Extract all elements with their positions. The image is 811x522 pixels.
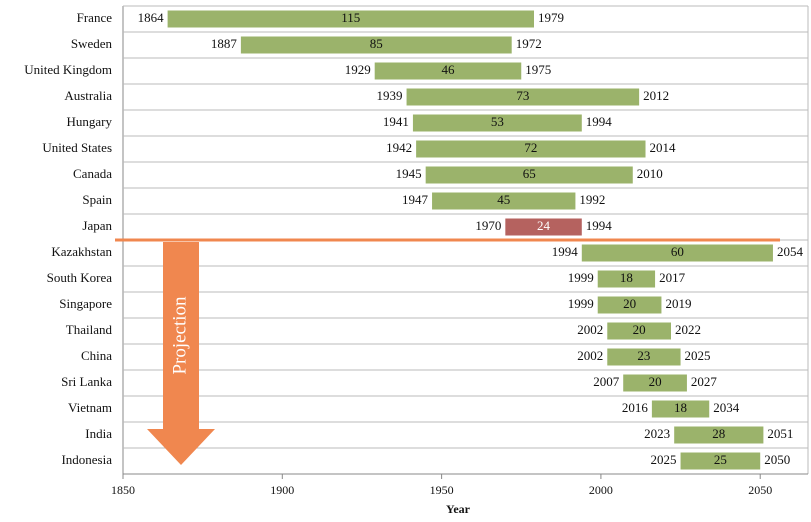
start-label: 2016 xyxy=(622,400,649,415)
bar xyxy=(416,140,646,158)
end-label: 1994 xyxy=(586,114,613,129)
y-tick-label: United States xyxy=(42,140,112,155)
bar xyxy=(406,88,640,106)
bar xyxy=(607,348,681,366)
bar xyxy=(425,166,633,184)
end-label: 2010 xyxy=(637,166,663,181)
x-tick-label: 2050 xyxy=(748,483,772,497)
duration-label: 60 xyxy=(671,244,684,259)
y-tick-label: Japan xyxy=(82,218,112,233)
end-label: 2027 xyxy=(691,374,718,389)
y-tick-label: United Kingdom xyxy=(24,62,112,77)
start-label: 1994 xyxy=(552,244,579,259)
start-label: 1947 xyxy=(402,192,429,207)
duration-label: 73 xyxy=(516,88,529,103)
end-label: 2050 xyxy=(764,452,790,467)
start-label: 1945 xyxy=(396,166,422,181)
y-tick-label: Vietnam xyxy=(68,400,112,415)
bar xyxy=(505,218,582,236)
start-label: 1939 xyxy=(377,88,403,103)
bar xyxy=(412,114,582,132)
x-tick-label: 1950 xyxy=(430,483,454,497)
y-tick-label: Sri Lanka xyxy=(61,374,112,389)
end-label: 1979 xyxy=(538,10,564,25)
x-axis-label: Year xyxy=(446,502,471,516)
y-tick-label: Spain xyxy=(82,192,112,207)
start-label: 1999 xyxy=(568,296,594,311)
y-tick-label: Hungary xyxy=(67,114,113,129)
duration-label: 20 xyxy=(633,322,646,337)
y-tick-label: India xyxy=(85,426,112,441)
bar xyxy=(240,36,512,54)
start-label: 1929 xyxy=(345,62,371,77)
end-label: 2017 xyxy=(659,270,686,285)
bar xyxy=(680,452,761,470)
bar xyxy=(597,270,656,288)
duration-label: 72 xyxy=(524,140,537,155)
start-label: 1864 xyxy=(138,10,165,25)
end-label: 1972 xyxy=(516,36,542,51)
start-label: 2002 xyxy=(577,348,603,363)
duration-label: 18 xyxy=(674,400,687,415)
y-tick-label: Singapore xyxy=(59,296,112,311)
bar xyxy=(674,426,764,444)
start-label: 1999 xyxy=(568,270,594,285)
bar xyxy=(581,244,773,262)
y-tick-label: Australia xyxy=(64,88,112,103)
duration-label: 25 xyxy=(714,452,727,467)
start-label: 2002 xyxy=(577,322,603,337)
end-label: 2051 xyxy=(767,426,793,441)
y-tick-label: France xyxy=(77,10,113,25)
end-label: 2022 xyxy=(675,322,701,337)
bar xyxy=(374,62,522,80)
bar xyxy=(651,400,710,418)
duration-label: 65 xyxy=(523,166,536,181)
duration-label: 28 xyxy=(712,426,725,441)
bar xyxy=(167,10,534,28)
start-label: 2023 xyxy=(644,426,670,441)
end-label: 2034 xyxy=(713,400,740,415)
duration-label: 53 xyxy=(491,114,504,129)
bar xyxy=(597,296,662,314)
bar xyxy=(432,192,576,210)
duration-label: 46 xyxy=(441,62,455,77)
end-label: 2054 xyxy=(777,244,804,259)
projection-arrow xyxy=(147,242,215,465)
y-tick-label: Canada xyxy=(73,166,112,181)
end-label: 2012 xyxy=(643,88,669,103)
start-label: 2007 xyxy=(593,374,620,389)
y-tick-label: Sweden xyxy=(71,36,113,51)
start-label: 2025 xyxy=(651,452,677,467)
duration-label: 24 xyxy=(537,218,551,233)
duration-label: 115 xyxy=(341,10,360,25)
duration-label: 20 xyxy=(623,296,636,311)
x-tick-label: 1850 xyxy=(111,483,135,497)
duration-label: 18 xyxy=(620,270,633,285)
bar xyxy=(607,322,671,340)
end-label: 2014 xyxy=(650,140,677,155)
duration-label: 20 xyxy=(649,374,662,389)
start-label: 1970 xyxy=(475,218,501,233)
duration-label: 85 xyxy=(370,36,383,51)
y-tick-label: Thailand xyxy=(66,322,113,337)
start-label: 1942 xyxy=(386,140,412,155)
end-label: 1994 xyxy=(586,218,613,233)
bar xyxy=(623,374,687,392)
y-tick-label: Indonesia xyxy=(61,452,112,467)
duration-label: 45 xyxy=(497,192,510,207)
y-tick-label: South Korea xyxy=(47,270,113,285)
end-label: 1992 xyxy=(579,192,605,207)
x-tick-label: 1900 xyxy=(270,483,294,497)
projection-label: Projection xyxy=(169,296,190,375)
x-tick-label: 2000 xyxy=(589,483,613,497)
end-label: 2025 xyxy=(685,348,711,363)
duration-label: 23 xyxy=(637,348,650,363)
start-label: 1941 xyxy=(383,114,409,129)
y-tick-label: China xyxy=(81,348,112,363)
end-label: 2019 xyxy=(665,296,691,311)
y-tick-label: Kazakhstan xyxy=(51,244,112,259)
end-label: 1975 xyxy=(525,62,551,77)
start-label: 1887 xyxy=(211,36,238,51)
